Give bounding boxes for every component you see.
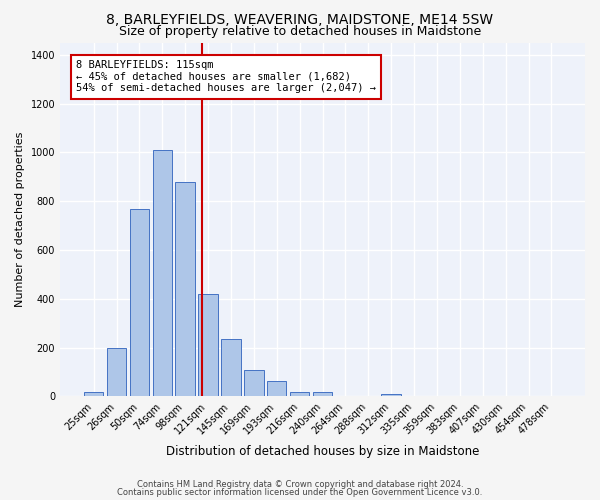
Bar <box>84 392 103 396</box>
Text: Contains public sector information licensed under the Open Government Licence v3: Contains public sector information licen… <box>118 488 482 497</box>
Bar <box>382 394 401 396</box>
Bar <box>221 339 241 396</box>
Text: Contains HM Land Registry data © Crown copyright and database right 2024.: Contains HM Land Registry data © Crown c… <box>137 480 463 489</box>
Bar <box>152 150 172 396</box>
Bar <box>290 392 310 396</box>
Bar <box>107 348 126 397</box>
Text: 8 BARLEYFIELDS: 115sqm
← 45% of detached houses are smaller (1,682)
54% of semi-: 8 BARLEYFIELDS: 115sqm ← 45% of detached… <box>76 60 376 94</box>
Text: Size of property relative to detached houses in Maidstone: Size of property relative to detached ho… <box>119 25 481 38</box>
Y-axis label: Number of detached properties: Number of detached properties <box>15 132 25 307</box>
Bar <box>175 182 195 396</box>
Bar <box>244 370 263 396</box>
Text: 8, BARLEYFIELDS, WEAVERING, MAIDSTONE, ME14 5SW: 8, BARLEYFIELDS, WEAVERING, MAIDSTONE, M… <box>106 12 494 26</box>
Bar <box>130 208 149 396</box>
Bar <box>313 392 332 396</box>
Bar <box>267 380 286 396</box>
Bar <box>199 294 218 396</box>
X-axis label: Distribution of detached houses by size in Maidstone: Distribution of detached houses by size … <box>166 444 479 458</box>
